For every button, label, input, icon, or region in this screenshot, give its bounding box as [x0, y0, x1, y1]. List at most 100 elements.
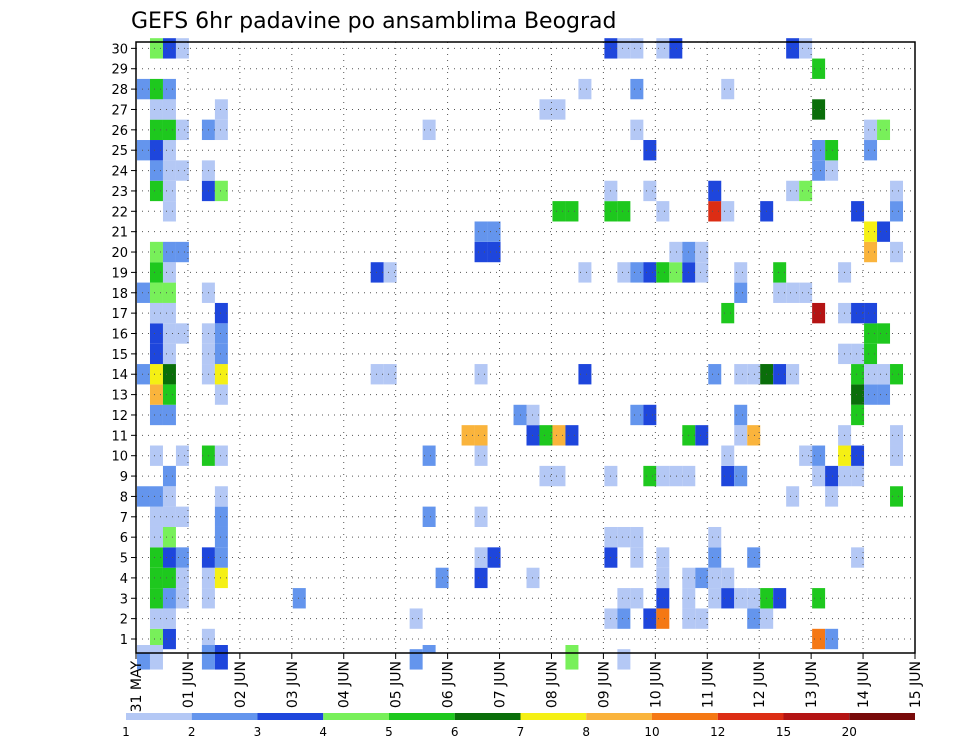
y-tick-label: 21	[111, 226, 128, 241]
heatmap-cell	[773, 282, 787, 303]
heatmap-cell	[539, 425, 553, 446]
heatmap-cell	[617, 588, 631, 609]
heatmap-cell	[474, 364, 488, 385]
legend-swatch	[389, 713, 455, 720]
heatmap-cell	[162, 608, 176, 629]
heatmap-cell	[214, 567, 228, 589]
heatmap-cell	[630, 547, 644, 568]
heatmap-cell	[656, 465, 670, 487]
heatmap-cell	[825, 628, 839, 650]
heatmap-cell	[851, 404, 865, 426]
y-tick-label: 28	[111, 83, 128, 98]
heatmap-cell	[786, 282, 800, 303]
heatmap-cell	[864, 323, 878, 344]
heatmap-cell	[149, 384, 163, 405]
heatmap-cell	[175, 547, 189, 568]
heatmap-cell	[214, 364, 228, 385]
heatmap-cell	[214, 486, 228, 507]
heatmap-cell	[149, 364, 163, 385]
x-tick-label: 01 JUN	[181, 661, 197, 708]
heatmap-cell	[137, 645, 150, 653]
grid-layer	[135, 42, 916, 653]
legend-swatch	[126, 713, 192, 720]
y-tick-label: 24	[111, 165, 128, 180]
y-tick-label: 20	[111, 246, 128, 261]
heatmap-cell	[162, 384, 176, 405]
heatmap-cell	[214, 445, 228, 466]
heatmap-cell	[721, 78, 735, 100]
heatmap-cell	[617, 608, 631, 629]
heatmap-cell	[734, 262, 748, 283]
heatmap-cell	[851, 384, 865, 405]
heatmap-cell	[825, 140, 839, 161]
heatmap-cell	[708, 201, 722, 222]
heatmap-cell	[890, 486, 904, 507]
heatmap-cell	[137, 282, 150, 303]
y-tick-label: 25	[111, 144, 128, 159]
heatmap-cell	[578, 262, 592, 283]
heatmap-cell	[708, 588, 722, 609]
heatmap-cell	[812, 140, 826, 161]
heatmap-cell	[162, 180, 176, 202]
heatmap-cell	[539, 99, 553, 120]
heatmap-cell	[734, 465, 748, 487]
heatmap-cell	[747, 547, 761, 568]
heatmap-cell	[695, 262, 709, 283]
y-tick-label: 22	[111, 205, 128, 220]
heatmap-cell	[864, 384, 878, 405]
heatmap-cell	[214, 649, 228, 670]
heatmap-cell	[137, 364, 150, 385]
heatmap-cell	[643, 608, 657, 629]
heatmap-cell	[137, 649, 150, 670]
y-tick-label: 18	[111, 287, 128, 302]
heatmap-cell	[175, 567, 189, 589]
legend-swatch	[849, 713, 915, 720]
heatmap-cell	[214, 526, 228, 548]
heatmap-cell	[643, 404, 657, 426]
heatmap-cell	[214, 506, 228, 527]
y-tick-label: 2	[120, 613, 128, 628]
heatmap-cell	[149, 628, 163, 650]
heatmap-cell	[175, 323, 189, 344]
y-axis: 1234567891011121314151617181920212223242…	[111, 42, 136, 648]
heatmap-cell	[695, 567, 709, 589]
x-tick-label: 05 JUN	[389, 661, 405, 708]
heatmap-cell	[149, 486, 163, 507]
heatmap-cell	[630, 262, 644, 283]
heatmap-cell	[890, 201, 904, 222]
heatmap-cell	[656, 262, 670, 283]
heatmap-cell	[734, 404, 748, 426]
legend-label: 10	[644, 725, 659, 739]
x-tick-label: 12 JUN	[752, 661, 768, 708]
x-tick-label: 07 JUN	[493, 661, 509, 708]
heatmap-cell	[552, 201, 566, 222]
heatmap-cell	[162, 628, 176, 650]
heatmap-cell	[422, 645, 436, 653]
heatmap-cell	[214, 302, 228, 324]
heatmap-cell	[383, 262, 397, 283]
heatmap-cell	[552, 425, 566, 446]
x-tick-label: 15 JUN	[908, 661, 924, 708]
legend-swatch	[257, 713, 324, 720]
heatmap-cell	[162, 160, 176, 181]
heatmap-cell	[149, 588, 163, 609]
heatmap-cell	[656, 201, 670, 222]
heatmap-cell	[708, 547, 722, 568]
heatmap-cell	[890, 241, 904, 263]
heatmap-cell	[812, 58, 826, 79]
heatmap-cell	[851, 547, 865, 568]
legend-swatch	[717, 713, 784, 720]
heatmap-cell	[149, 608, 163, 629]
heatmap-cell	[162, 78, 176, 100]
heatmap-cell	[721, 567, 735, 589]
legend-label: 1	[122, 725, 130, 739]
heatmap-cell	[474, 506, 488, 527]
heatmap-cell	[734, 282, 748, 303]
heatmap-cell	[721, 201, 735, 222]
y-tick-label: 23	[111, 185, 128, 200]
heatmap-cell	[630, 78, 644, 100]
legend-label: 5	[385, 725, 393, 739]
heatmap-cell	[149, 78, 163, 100]
y-tick-label: 10	[111, 450, 128, 465]
x-tick-label: 09 JUN	[596, 661, 612, 708]
